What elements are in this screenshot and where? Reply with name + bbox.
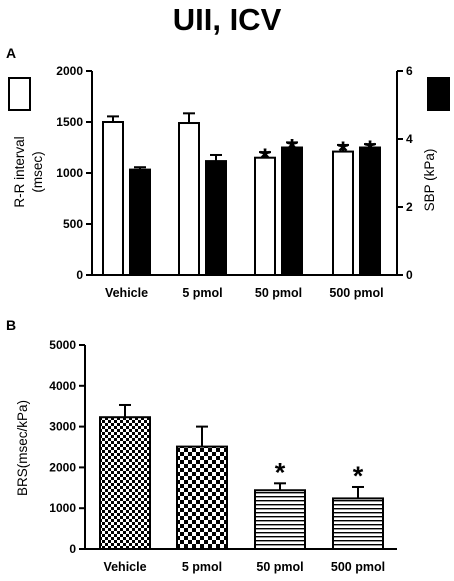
panel-a-letter: A — [6, 45, 16, 61]
panel-a-sbp-bar — [129, 168, 151, 277]
panel-b-significance-star: * — [275, 457, 286, 487]
legend-black-box — [427, 77, 450, 111]
panel-a-sbp-bar — [359, 146, 381, 276]
panel-a-sbp-significance-star: * — [365, 135, 376, 165]
panel-b-bar — [99, 416, 151, 550]
figure-title: UII, ICV — [173, 2, 282, 37]
panel-a-category-label: 5 pmol — [182, 286, 222, 300]
panel-a-rr-bar — [332, 150, 354, 276]
panel-a-sbp-significance-star: * — [287, 133, 298, 163]
panel-b-y-tick-label: 3000 — [49, 420, 76, 434]
panel-a-left-tick-label: 1500 — [56, 115, 83, 129]
panel-a-sbp-bar — [205, 160, 227, 277]
panel-a-left-axis-label-line1: R-R interval — [12, 136, 27, 207]
panel-a-left-tick-label: 500 — [63, 217, 83, 231]
panel-b-y-tick-label: 2000 — [49, 460, 76, 474]
panel-a-right-tick-label: 4 — [406, 132, 413, 146]
legend-white-box — [8, 77, 31, 111]
panel-a-category-label: 500 pmol — [329, 286, 383, 300]
panel-a-rr-bar — [254, 156, 276, 276]
panel-a-right-axis-label: SBP (kPa) — [422, 149, 437, 212]
panel-b-category-label: 50 pmol — [256, 560, 303, 574]
panel-a-right-tick-label: 6 — [406, 64, 413, 78]
panel-b-significance-star: * — [353, 461, 364, 491]
panel-b-y-tick-label: 4000 — [49, 379, 76, 393]
panel-a-category-label: Vehicle — [105, 286, 148, 300]
panel-a: A R-R interval (msec) SBP (kPa) 0 500 1000… — [6, 45, 450, 300]
panel-a-rr-significance-star: * — [260, 143, 271, 173]
panel-b-y-tick-label: 1000 — [49, 501, 76, 515]
panel-a-sbp-bar — [281, 146, 303, 276]
panel-a-left-tick-label: 2000 — [56, 64, 83, 78]
panel-a-left-axis-label-line2: (msec) — [30, 151, 45, 192]
panel-b-category-label: Vehicle — [103, 560, 146, 574]
panel-a-right-tick-label: 2 — [406, 200, 413, 214]
panel-b-letter: B — [6, 317, 16, 333]
panel-b: B BRS(msec/kPa) 0 1000 2000 3000 4000 5000 Veh… — [6, 317, 397, 574]
panel-b-bar — [332, 497, 384, 550]
panel-b-y-axis-label: BRS(msec/kPa) — [15, 400, 30, 496]
panel-b-bar — [254, 489, 306, 550]
panel-b-bar — [176, 445, 228, 551]
panel-b-y-tick-label: 0 — [69, 542, 76, 556]
panel-b-category-label: 5 pmol — [182, 560, 222, 574]
panel-b-y-tick-label: 5000 — [49, 338, 76, 352]
panel-a-rr-significance-star: * — [338, 136, 349, 166]
panel-a-category-label: 50 pmol — [255, 286, 302, 300]
panel-a-right-tick-label: 0 — [406, 268, 413, 282]
panel-a-rr-bar — [178, 122, 200, 276]
panel-b-category-label: 500 pmol — [331, 560, 385, 574]
panel-a-left-tick-label: 1000 — [56, 166, 83, 180]
panel-a-left-tick-label: 0 — [76, 268, 83, 282]
panel-a-rr-bar — [102, 121, 124, 276]
